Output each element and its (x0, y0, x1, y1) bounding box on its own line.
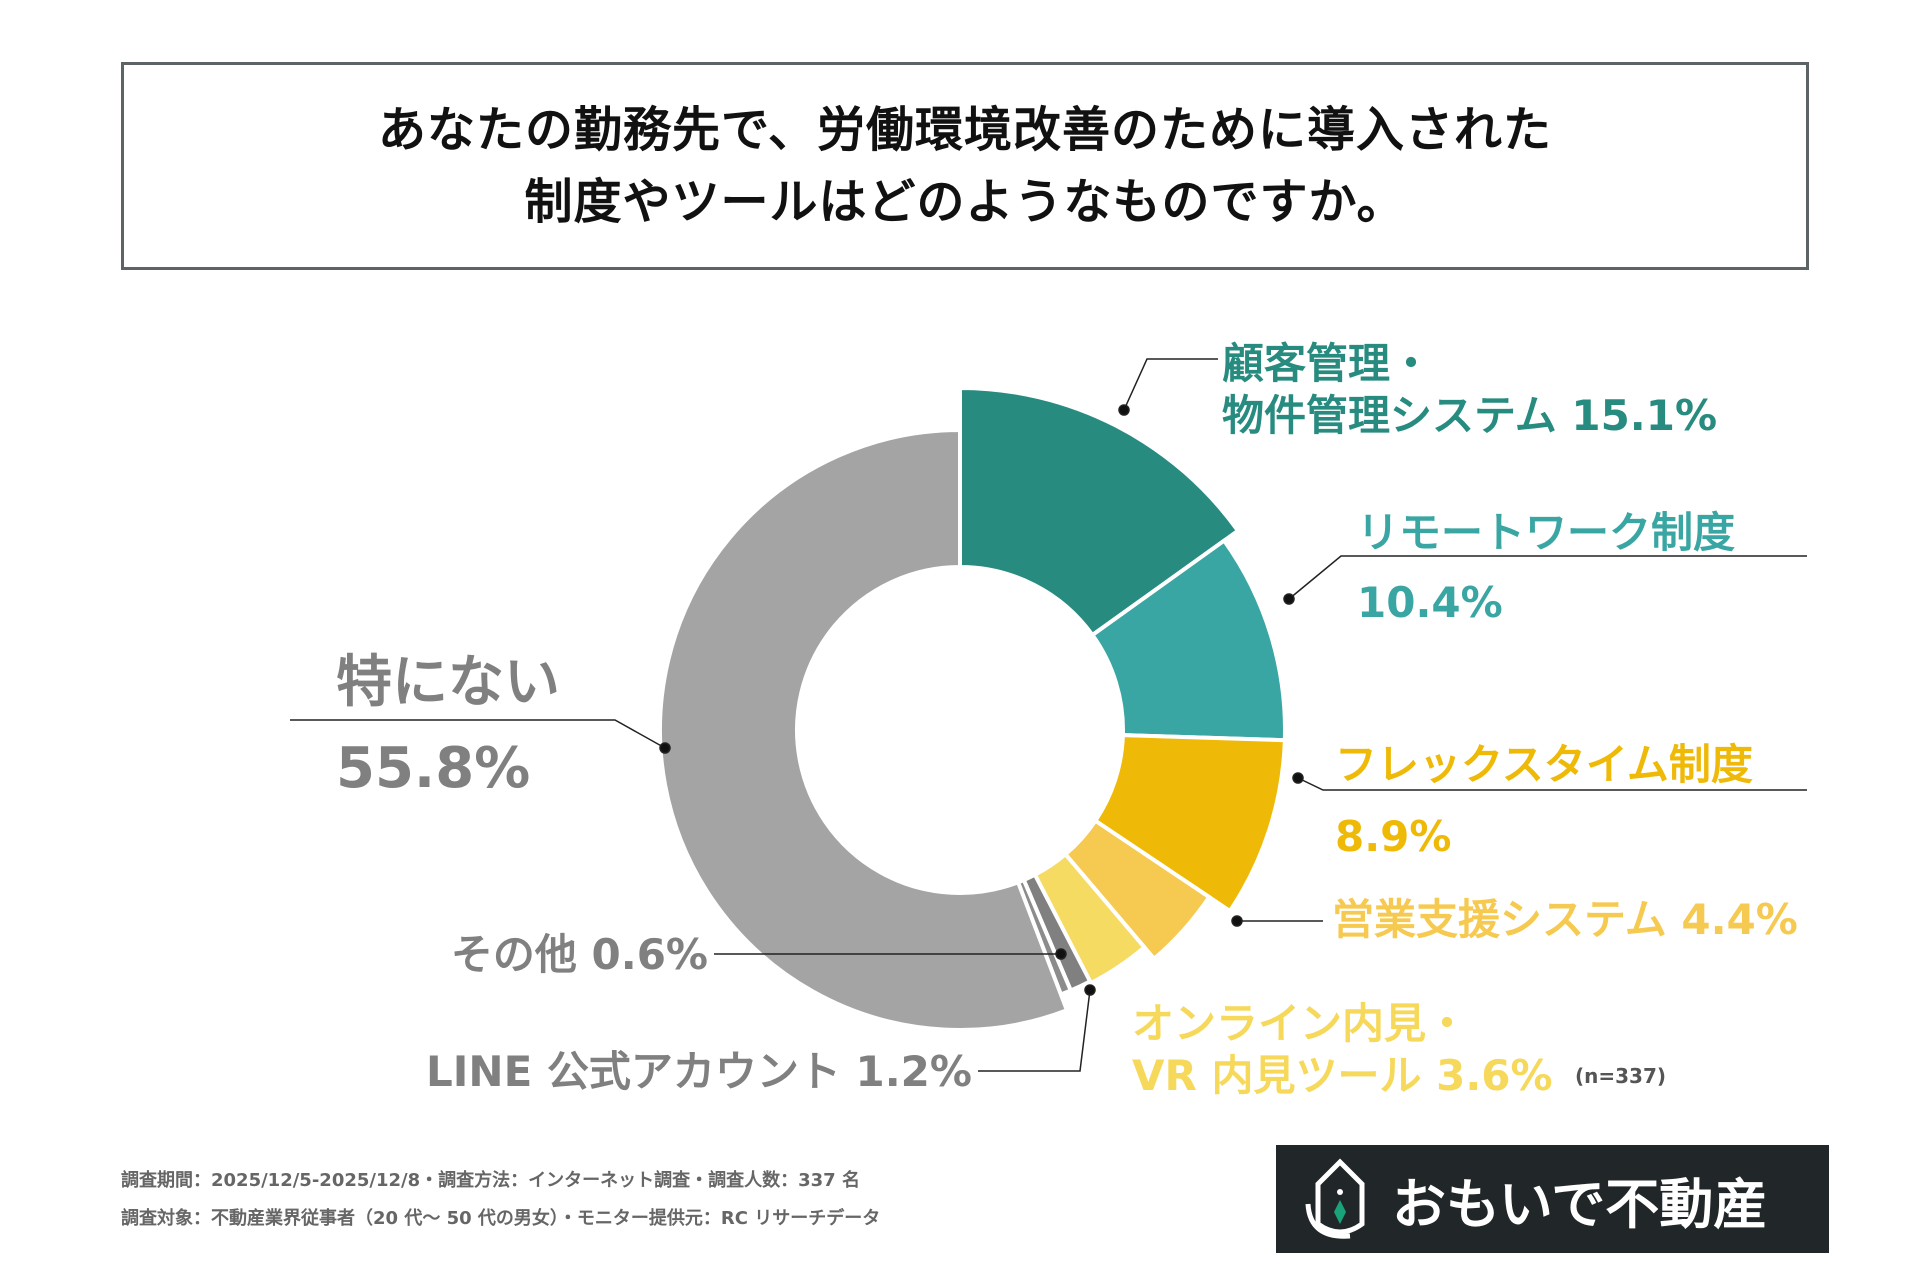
logo-text: おもいで不動産 (1392, 1172, 1768, 1236)
leader-dot-0 (1118, 404, 1130, 416)
slice-label-line: 物件管理システム 15.1% (1222, 391, 1718, 440)
leader-dot-5 (1084, 984, 1096, 996)
footer-survey-info: 調査期間：2025/12/5-2025/12/8・調査方法：インターネット調査・… (121, 1170, 860, 1191)
leader-line-2 (1297, 777, 1807, 791)
slice-label-7: 特にない 55.8% (336, 640, 560, 812)
slice-label-3: 営業支援システム 4.4% (1332, 894, 1798, 946)
leader-line-7 (290, 719, 666, 749)
slice-label-6: その他 0.6% (451, 929, 708, 981)
leader-line-0 (1123, 358, 1218, 411)
leader-dot-1 (1283, 593, 1295, 605)
slice-label-line: LINE 公式アカウント 1.2% (426, 1047, 972, 1096)
slice-2 (1092, 733, 1287, 914)
leader-dot-3 (1231, 915, 1243, 927)
leader-line-5 (978, 989, 1091, 1072)
slice-label-line: 顧客管理・ (1222, 339, 1433, 388)
slice-label-1: リモートワーク制度 10.4% (1357, 498, 1735, 638)
sample-size: (n=337) (1575, 1064, 1667, 1088)
slice-label-line: 8.9% (1335, 812, 1452, 861)
leader-line-1 (1288, 555, 1807, 600)
leader-dot-7 (659, 742, 671, 754)
title-line-2: 制度やツールはどのようなものですか。 (524, 174, 1406, 230)
slice-label-line: 営業支援システム 4.4% (1332, 895, 1798, 944)
title-box: あなたの勤務先で、労働環境改善のために導入された 制度やツールはどのようなもので… (121, 62, 1809, 270)
slice-label-line: 55.8% (336, 736, 531, 801)
footer-survey-target: 調査対象：不動産業界従事者（20 代〜 50 代の男女）・モニター提供元：RC … (121, 1208, 881, 1229)
slice-label-line: VR 内見ツール 3.6% (1132, 1051, 1553, 1100)
slice-label-0: 顧客管理・ 物件管理システム 15.1% (1222, 338, 1717, 442)
slice-label-line: 10.4% (1357, 578, 1503, 627)
slice-label-line: その他 0.6% (450, 930, 708, 979)
slice-label-5: LINE 公式アカウント 1.2% (426, 1046, 972, 1098)
slice-label-line: 特にない (336, 650, 560, 715)
slice-label-line: フレックスタイム制度 (1335, 740, 1753, 789)
slice-label-line: リモートワーク制度 (1357, 508, 1736, 557)
leader-dot-2 (1292, 772, 1304, 784)
brand-logo: おもいで不動産 (1276, 1145, 1829, 1253)
house-logo-icon (1305, 1158, 1365, 1239)
leader-dot-6 (1055, 948, 1067, 960)
slice-label-4: オンライン内見・ VR 内見ツール 3.6% (1132, 998, 1553, 1102)
slice-label-2: フレックスタイム制度 8.9% (1335, 729, 1753, 873)
slice-7 (658, 427, 1070, 1032)
slice-label-line: オンライン内見・ (1132, 999, 1469, 1048)
slice-0 (958, 385, 1241, 638)
title-line-1: あなたの勤務先で、労働環境改善のために導入された (377, 102, 1553, 158)
